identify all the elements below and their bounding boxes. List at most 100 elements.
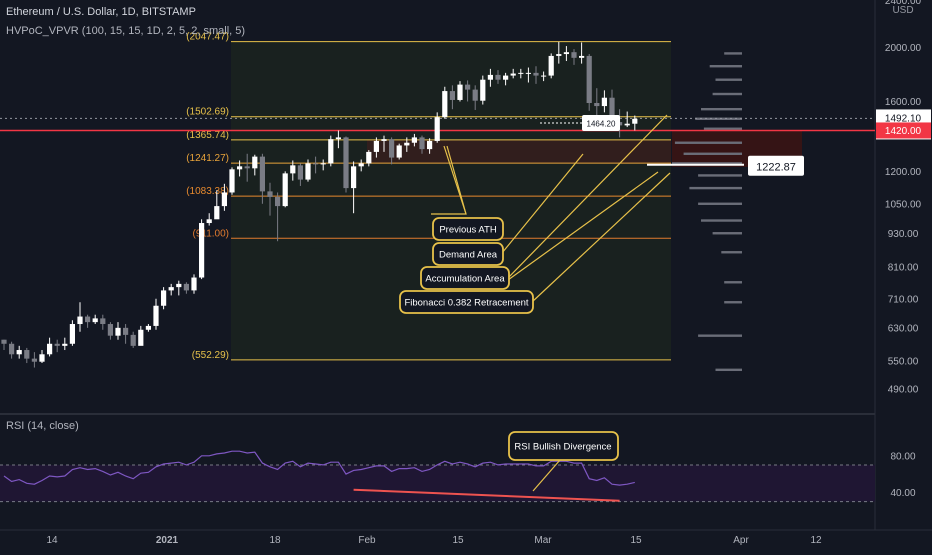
- rsi-tick: 40.00: [890, 488, 915, 499]
- annotation-box: [432, 242, 504, 266]
- rsi-label: RSI (14, close): [6, 420, 79, 432]
- time-tick: Feb: [358, 535, 376, 546]
- rsi-divergence-line: [353, 488, 620, 502]
- fib-level-label: (2047.47): [186, 32, 229, 43]
- candle-body: [206, 219, 212, 224]
- candle-body: [495, 74, 501, 80]
- pointer-label-box: [582, 115, 620, 132]
- rsi-tick: 80.00: [890, 451, 915, 462]
- volume-profile-bar: [715, 368, 742, 372]
- candle-body: [601, 97, 607, 107]
- candle-body: [183, 283, 189, 291]
- candle-body: [54, 343, 60, 346]
- candle-body: [510, 73, 516, 76]
- time-tick: 14: [46, 535, 58, 546]
- candle-body: [586, 55, 592, 103]
- price-tick: 930.00: [888, 229, 919, 240]
- candle-body: [457, 84, 463, 100]
- current-price-label: 1492.10: [885, 113, 922, 124]
- candle-body: [571, 52, 577, 58]
- candle-body: [419, 137, 425, 150]
- time-tick: 12: [810, 535, 822, 546]
- candle-body: [191, 277, 197, 291]
- candle-body: [39, 354, 45, 362]
- fib-level-label: (1502.69): [186, 107, 229, 118]
- price-tick: 810.00: [888, 262, 919, 273]
- volume-profile-bar: [712, 92, 742, 96]
- candle-body: [343, 137, 349, 189]
- candle-body: [85, 316, 91, 323]
- candle-body: [252, 156, 258, 169]
- candle-body: [9, 343, 15, 355]
- candle-body: [335, 137, 341, 140]
- candle-body: [16, 350, 22, 355]
- candle-body: [138, 329, 144, 346]
- candle-body: [123, 327, 129, 335]
- candle-body: [381, 139, 387, 141]
- fib-level-label: (1083.38): [186, 186, 229, 197]
- annotation-pointer: [507, 171, 659, 281]
- volume-profile-bar: [724, 281, 742, 284]
- candle-body: [69, 324, 75, 344]
- candle-body: [100, 318, 106, 325]
- fib-level-label: (1241.27): [186, 153, 229, 164]
- volume-profile-bar: [721, 251, 742, 254]
- candle-body: [579, 55, 585, 58]
- candle-body: [427, 140, 433, 150]
- volume-profile-bar: [695, 117, 742, 120]
- candle-body: [168, 287, 174, 291]
- candle-body: [92, 318, 98, 323]
- volume-profile-bar: [703, 127, 742, 130]
- annotation-box: [508, 431, 619, 461]
- rsi-band: [0, 464, 875, 502]
- candle-body: [503, 75, 509, 80]
- volume-profile-bar: [698, 174, 742, 177]
- volume-profile-bar: [712, 232, 742, 235]
- candle-body: [62, 343, 68, 346]
- pointer-label: 1464.20: [587, 120, 616, 129]
- currency-label: USD: [892, 5, 913, 16]
- candle-body: [563, 52, 569, 55]
- candle-body: [77, 316, 83, 325]
- candle-body: [214, 206, 220, 220]
- candle-body: [548, 55, 554, 76]
- annotation-label: Previous ATH: [439, 225, 497, 236]
- candle-body: [533, 72, 539, 76]
- candle-body: [176, 283, 182, 288]
- volume-profile-bar: [715, 78, 742, 81]
- annotation-label: Fibonacci 0.382 Retracement: [404, 298, 528, 309]
- candle-body: [221, 192, 227, 207]
- candle-body: [290, 165, 296, 174]
- candle-body: [480, 79, 486, 101]
- rsi-annotation-label: RSI Bullish Divergence: [514, 442, 611, 453]
- price-tick: 630.00: [888, 323, 919, 334]
- price-tick: 2000.00: [885, 43, 922, 54]
- price-tick: 490.00: [888, 384, 919, 395]
- candle-body: [24, 350, 30, 359]
- candle-body: [472, 89, 478, 101]
- chart-title: Ethereum / U.S. Dollar, 1D, BITSTAMP: [6, 6, 196, 18]
- candle-body: [267, 191, 273, 197]
- candle-body: [145, 325, 151, 330]
- annotation-pointer: [532, 459, 561, 492]
- candle-body: [229, 169, 235, 193]
- volume-profile-bar: [724, 301, 742, 304]
- candle-body: [404, 142, 410, 146]
- time-tick: 15: [452, 535, 464, 546]
- volume-profile-bar: [683, 152, 742, 155]
- price-tick: 550.00: [888, 356, 919, 367]
- candle-body: [366, 151, 372, 164]
- candle-body: [115, 327, 121, 336]
- candle-body: [541, 75, 547, 77]
- candle-body: [632, 118, 638, 124]
- candle-body: [1, 339, 7, 344]
- candle-body: [609, 97, 615, 123]
- volume-profile-bar: [674, 141, 742, 144]
- volume-profile-bar: [701, 107, 742, 111]
- candle-body: [434, 117, 440, 141]
- rsi-line: [3, 450, 635, 486]
- candle-body: [624, 123, 630, 126]
- candle-body: [244, 166, 250, 169]
